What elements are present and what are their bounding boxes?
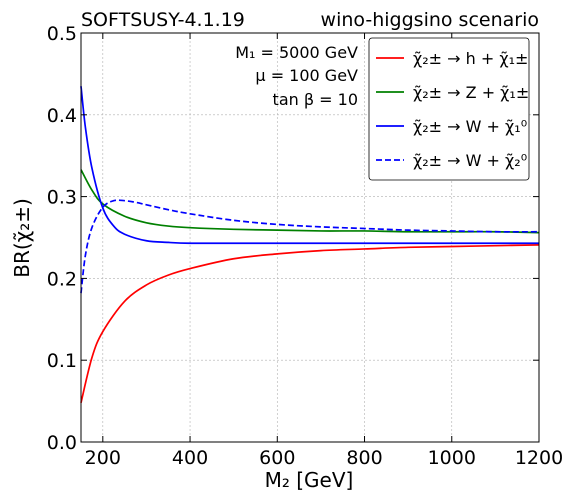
y-tick-label: 0.3 (47, 187, 77, 209)
x-tick-label: 1000 (428, 447, 476, 469)
chart-title-left: SOFTSUSY-4.1.19 (81, 9, 245, 31)
x-tick-label: 800 (346, 447, 382, 469)
annotation-mu: μ = 100 GeV (255, 66, 358, 85)
legend-frame (368, 37, 530, 181)
legend-label-w-neutralino2: χ̃₂± → W + χ̃₂⁰ (413, 151, 527, 170)
tick-layer: 200 400 600 800 1000 1200 0.0 0.1 0.2 0.3 0.4 0.5 (47, 23, 563, 469)
legend: χ̃₂± → h + χ̃₁± χ̃₂± → Z + χ̃₁± χ̃₂± → W +… (368, 37, 530, 181)
y-tick-label: 0.5 (47, 23, 77, 45)
y-tick-label: 0.2 (47, 268, 77, 290)
series-line-z-chargino1 (80, 169, 540, 234)
chart-title-right: wino-higgsino scenario (321, 9, 539, 31)
legend-label-w-neutralino1: χ̃₂± → W + χ̃₁⁰ (413, 117, 527, 136)
series-layer (80, 86, 540, 403)
y-tick-label: 0.4 (47, 105, 77, 127)
legend-label-z-chargino1: χ̃₂± → Z + χ̃₁± (413, 83, 529, 102)
series-line-w-neutralino2 (80, 199, 540, 294)
x-tick-label: 400 (172, 447, 208, 469)
series-line-h-chargino1 (80, 244, 540, 403)
legend-entries: χ̃₂± → h + χ̃₁± χ̃₂± → Z + χ̃₁± χ̃₂± → W +… (376, 49, 529, 170)
series-line-w-neutralino1 (80, 86, 539, 245)
y-tick-label: 0.1 (47, 350, 77, 372)
x-axis-label: M₂ [GeV] (265, 468, 354, 492)
annotation-tanbeta: tan β = 10 (273, 90, 358, 109)
annotation-m1: M₁ = 5000 GeV (235, 43, 358, 62)
y-tick-label: 0.0 (47, 432, 77, 454)
x-tick-label: 1200 (515, 447, 563, 469)
plot-frame (80, 32, 540, 443)
x-tick-label: 600 (259, 447, 295, 469)
x-tick-label: 200 (85, 447, 121, 469)
y-axis-label: BR(χ̃₂±) (10, 198, 34, 278)
legend-label-h-chargino1: χ̃₂± → h + χ̃₁± (413, 49, 528, 68)
